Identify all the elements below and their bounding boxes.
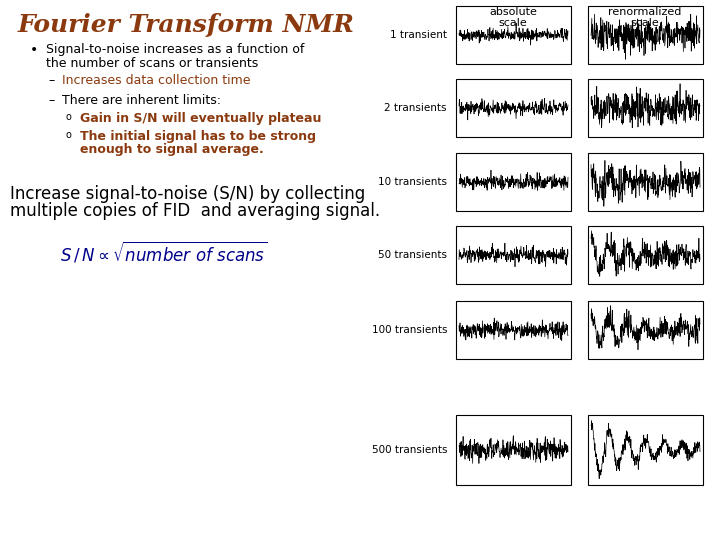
Bar	[456, 301, 571, 359]
Text: 100 transients: 100 transients	[372, 325, 447, 335]
Text: Gain in S/N will eventually plateau: Gain in S/N will eventually plateau	[80, 112, 321, 125]
Text: multiple copies of FID  and averaging signal.: multiple copies of FID and averaging sig…	[10, 202, 380, 220]
Text: Fourier Transform NMR: Fourier Transform NMR	[18, 13, 355, 37]
Text: 50 transients: 50 transients	[378, 250, 447, 260]
Text: absolute: absolute	[489, 7, 537, 17]
Text: o: o	[66, 130, 72, 140]
Text: The initial signal has to be strong: The initial signal has to be strong	[80, 130, 316, 143]
Bar	[588, 79, 703, 137]
Text: scale: scale	[499, 18, 527, 28]
Text: 1 transient: 1 transient	[390, 30, 447, 40]
Text: the number of scans or transients: the number of scans or transients	[46, 57, 258, 70]
Bar	[588, 415, 703, 485]
Text: 500 transients: 500 transients	[372, 445, 447, 455]
Text: Increase signal-to-noise (S/N) by collecting: Increase signal-to-noise (S/N) by collec…	[10, 185, 365, 203]
Bar	[456, 79, 571, 137]
Bar	[456, 6, 571, 64]
Text: 10 transients: 10 transients	[378, 177, 447, 187]
Text: o: o	[66, 112, 72, 122]
Text: •: •	[30, 43, 38, 57]
Bar	[588, 6, 703, 64]
Text: renormalized: renormalized	[608, 7, 682, 17]
Text: 2 transients: 2 transients	[384, 103, 447, 113]
Text: scale: scale	[631, 18, 660, 28]
Bar	[588, 301, 703, 359]
Text: Signal-to-noise increases as a function of: Signal-to-noise increases as a function …	[46, 43, 305, 56]
Text: –: –	[48, 94, 54, 107]
Bar	[456, 226, 571, 284]
Text: $S\,/\,N \propto \sqrt{number\ of\ scans}$: $S\,/\,N \propto \sqrt{number\ of\ scans…	[60, 240, 268, 265]
Text: enough to signal average.: enough to signal average.	[80, 143, 264, 156]
Bar	[588, 153, 703, 211]
Text: –: –	[48, 74, 54, 87]
Bar	[456, 415, 571, 485]
Text: There are inherent limits:: There are inherent limits:	[62, 94, 221, 107]
Bar	[588, 226, 703, 284]
Text: Increases data collection time: Increases data collection time	[62, 74, 251, 87]
Bar	[456, 153, 571, 211]
